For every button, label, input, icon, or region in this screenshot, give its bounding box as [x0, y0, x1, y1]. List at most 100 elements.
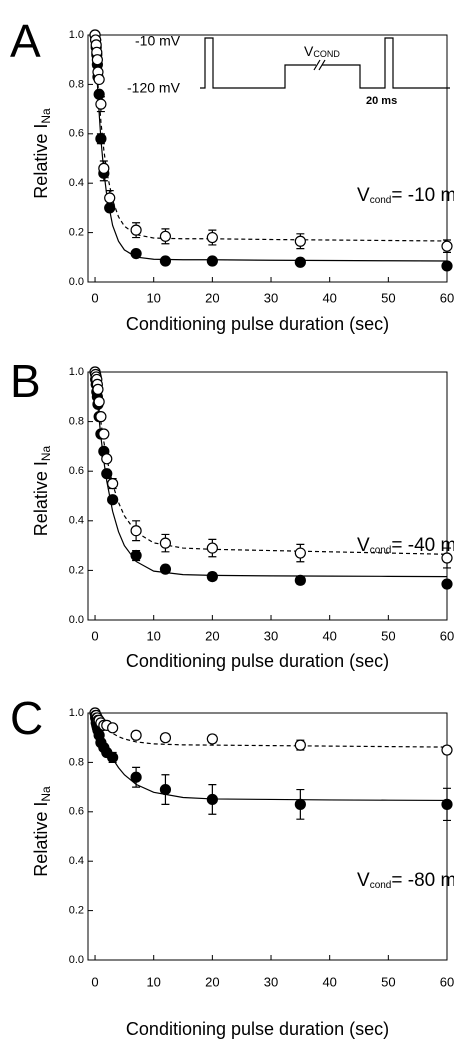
data-point: [130, 247, 142, 260]
data-point: [294, 256, 306, 268]
x-tick-label: 20: [205, 290, 219, 305]
data-point: [441, 798, 453, 810]
data-point: [441, 744, 453, 756]
y-tick-label: 0.4: [69, 177, 84, 189]
condition-sub: cond: [370, 880, 392, 891]
y-axis-label: Relative INa: [31, 445, 53, 536]
data-point: [294, 798, 306, 810]
x-tick-label: 50: [381, 974, 395, 989]
x-tick-label: 30: [264, 628, 278, 643]
fit-curve: [94, 712, 448, 802]
inset-label: -10 mV: [135, 33, 181, 49]
data-point: [130, 224, 142, 236]
data-point: [95, 133, 107, 145]
y-tick-label: 0.6: [69, 128, 84, 140]
x-tick-label: 0: [91, 290, 98, 305]
y-axis-label-sub: Na: [39, 108, 53, 124]
data-point: [206, 570, 218, 583]
panel-label: B: [10, 355, 41, 407]
data-point: [206, 733, 218, 745]
condition-v: V: [357, 185, 370, 206]
data-point: [130, 771, 142, 783]
x-tick-label: 50: [381, 628, 395, 643]
x-tick-label: 0: [91, 974, 98, 989]
y-axis-label-sub: Na: [39, 786, 53, 802]
data-point: [441, 552, 453, 564]
data-point: [93, 396, 105, 408]
data-point: [206, 255, 218, 267]
condition-label: Vcond= -40 mV: [357, 535, 454, 556]
data-point: [107, 478, 119, 490]
data-point: [159, 255, 172, 267]
x-tick-label: 20: [205, 974, 219, 989]
condition-label: Vcond= -10 mV: [357, 185, 454, 206]
y-tick-label: 0.6: [69, 465, 84, 477]
protocol-trace: [200, 37, 450, 89]
y-axis-label-text: Relative I: [31, 461, 51, 536]
condition-rest: = -40 mV: [391, 535, 454, 556]
data-point: [95, 411, 107, 423]
data-point: [107, 494, 119, 506]
data-point: [101, 468, 113, 480]
protocol-inset: [200, 37, 450, 89]
y-axis-label-text: Relative I: [31, 124, 51, 199]
y-tick-label: 0.8: [69, 78, 84, 90]
y-tick-label: 0.4: [69, 515, 84, 527]
y-tick-label: 1.0: [69, 707, 84, 719]
condition-v: V: [357, 535, 370, 556]
x-tick-label: 30: [264, 290, 278, 305]
inset-label: V: [304, 43, 314, 59]
y-tick-label: 0.6: [69, 806, 84, 818]
inset-label: -120 mV: [127, 80, 181, 96]
data-point: [93, 73, 105, 86]
x-axis-label: Conditioning pulse duration (sec): [126, 1019, 389, 1039]
data-point: [206, 542, 218, 554]
plot-frame: [87, 34, 448, 283]
data-point: [159, 537, 172, 549]
data-point: [104, 192, 116, 204]
x-tick-label: 30: [264, 974, 278, 989]
data-point: [294, 235, 306, 247]
y-axis-label-sub: Na: [39, 445, 53, 461]
data-point: [159, 783, 172, 796]
x-axis-label: Conditioning pulse duration (sec): [126, 314, 389, 334]
data-point: [159, 230, 172, 242]
y-tick-label: 0.0: [69, 276, 84, 288]
plot-frame: [87, 712, 448, 961]
data-point: [93, 88, 105, 100]
inset-label: 20 ms: [366, 95, 397, 107]
y-tick-label: 0.0: [69, 614, 84, 626]
condition-rest: = -80 mV: [391, 870, 454, 891]
data-point: [294, 574, 306, 586]
y-tick-label: 0.8: [69, 416, 84, 428]
fit-curve: [94, 371, 448, 555]
data-point: [441, 240, 453, 252]
x-tick-label: 50: [381, 290, 395, 305]
data-point: [98, 162, 110, 174]
y-axis-label-text: Relative I: [31, 802, 51, 877]
condition-label: Vcond= -80 mV: [357, 870, 454, 891]
x-tick-label: 20: [205, 628, 219, 643]
x-tick-label: 60: [440, 628, 454, 643]
data-point: [130, 729, 142, 741]
data-point: [107, 751, 119, 764]
x-tick-label: 40: [322, 974, 336, 989]
data-point: [441, 578, 453, 590]
data-point: [159, 732, 172, 744]
axis-break: [313, 59, 326, 71]
fit-curve: [94, 712, 448, 748]
x-tick-label: 10: [146, 974, 160, 989]
data-point: [159, 563, 172, 575]
data-point: [107, 722, 119, 734]
x-tick-label: 0: [91, 628, 98, 643]
condition-sub: cond: [370, 195, 392, 206]
y-axis-label: Relative INa: [31, 786, 53, 877]
condition-rest: = -10 mV: [391, 185, 454, 206]
data-point: [95, 98, 107, 110]
y-tick-label: 0.2: [69, 227, 84, 239]
x-tick-label: 10: [146, 628, 160, 643]
inset-label-sub: COND: [313, 49, 340, 59]
panel-label: C: [10, 692, 43, 744]
y-tick-label: 1.0: [69, 366, 84, 378]
